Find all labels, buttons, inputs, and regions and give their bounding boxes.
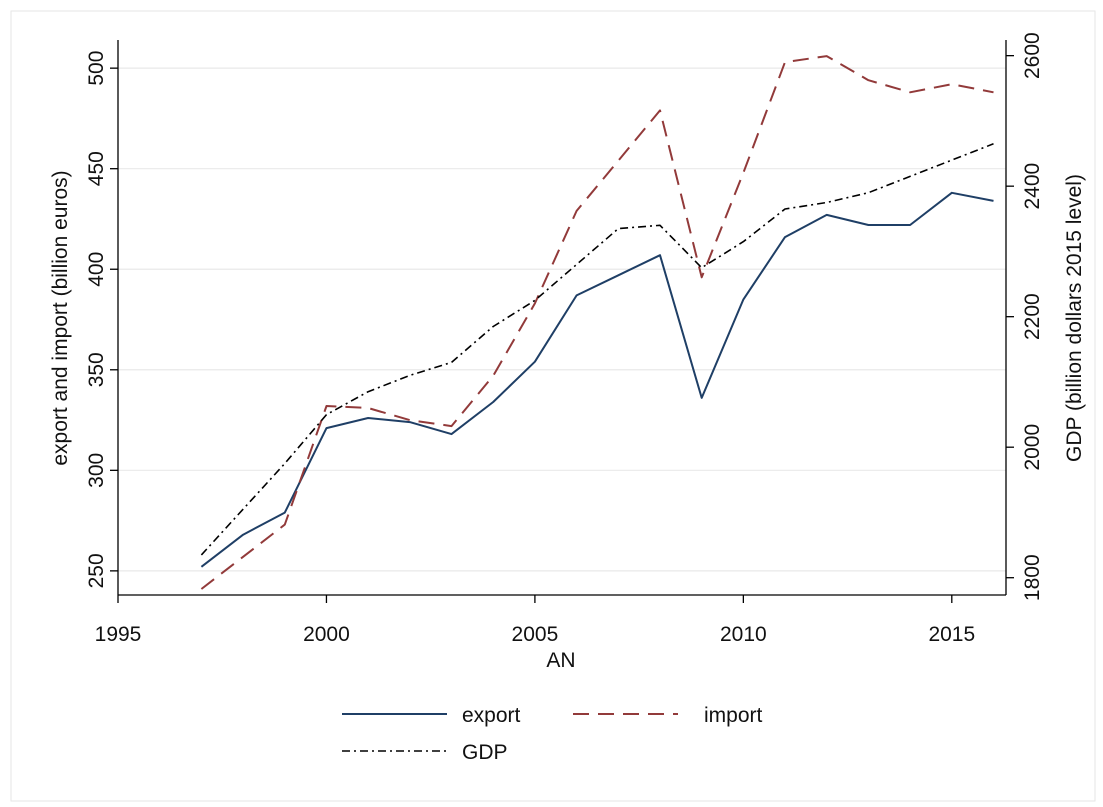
y-axis-right-title: GDP (billion dollars 2015 level)	[1063, 174, 1086, 462]
series-line-gdp	[200, 143, 994, 556]
y-left-tick-label-350: 350	[85, 352, 108, 387]
plot-background	[10, 10, 1096, 802]
y-axis-left-title: export and import (billion euros)	[49, 170, 72, 465]
legend-label-import: import	[704, 704, 763, 727]
x-tick-label-2000: 2000	[303, 623, 350, 646]
x-tick-label-2010: 2010	[720, 623, 767, 646]
y-right-tick-label-1800: 1800	[1021, 554, 1044, 601]
y-left-tick-label-450: 450	[85, 151, 108, 186]
legend-label-export: export	[462, 704, 521, 727]
series	[200, 55, 994, 590]
gridlines	[118, 67, 1006, 572]
x-tick-label-1995: 1995	[95, 623, 142, 646]
y-right-tick-label-2000: 2000	[1021, 424, 1044, 471]
series-line-export	[200, 191, 994, 568]
y-right-tick-label-2600: 2600	[1021, 32, 1044, 79]
y-left-tick-label-300: 300	[85, 453, 108, 488]
y-right-tick-label-2400: 2400	[1021, 163, 1044, 210]
y-left-tick-label-500: 500	[85, 51, 108, 86]
y-left-tick-label-400: 400	[85, 252, 108, 287]
x-tick-label-2015: 2015	[928, 623, 975, 646]
x-tick-label-2005: 2005	[512, 623, 559, 646]
legend-label-gdp: GDP	[462, 741, 508, 764]
x-axis-title: AN	[546, 649, 575, 672]
series-line-import	[200, 55, 994, 590]
legend: export import GDP	[342, 704, 763, 764]
y-left-tick-label-250: 250	[85, 553, 108, 588]
y-right-tick-label-2200: 2200	[1021, 293, 1044, 340]
ticks: 250 300 350 400 450 500 1800 2000 2200 2400 2600 19…	[85, 32, 1044, 646]
axes	[117, 40, 1007, 596]
